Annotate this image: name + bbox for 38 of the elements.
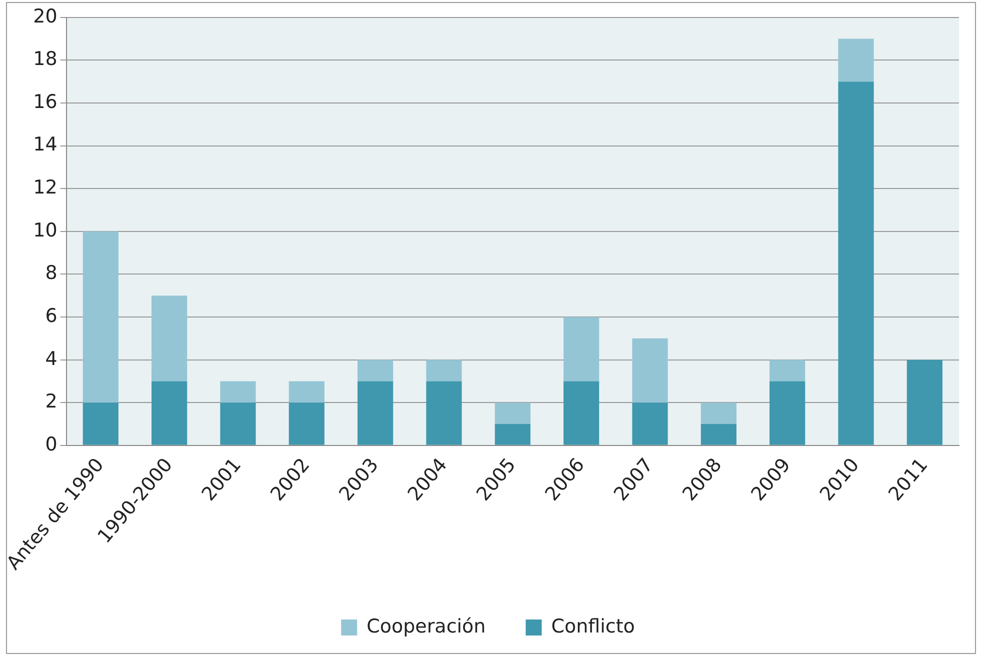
bar bbox=[220, 381, 256, 403]
bar bbox=[906, 360, 942, 445]
y-tick-label: 0 bbox=[45, 433, 58, 456]
legend-label: Conflicto bbox=[551, 615, 635, 638]
bar bbox=[564, 317, 600, 382]
bar bbox=[82, 231, 118, 403]
y-tick-label: 20 bbox=[33, 5, 58, 28]
bar bbox=[288, 381, 324, 403]
bar bbox=[700, 424, 736, 445]
bar bbox=[220, 402, 256, 445]
bar bbox=[494, 424, 530, 445]
bar bbox=[82, 402, 118, 445]
bar bbox=[358, 381, 394, 445]
y-tick-label: 16 bbox=[33, 90, 58, 113]
legend-label: Cooperación bbox=[366, 615, 486, 638]
bar bbox=[632, 338, 668, 403]
y-tick-label: 18 bbox=[33, 48, 58, 70]
y-tick-label: 2 bbox=[45, 390, 58, 413]
bar bbox=[358, 360, 394, 382]
bar bbox=[770, 381, 806, 445]
bar bbox=[152, 381, 188, 445]
y-tick-label: 12 bbox=[33, 176, 58, 199]
y-tick-label: 6 bbox=[45, 304, 58, 327]
y-tick-label: 4 bbox=[45, 348, 58, 370]
bar bbox=[700, 402, 736, 424]
bar bbox=[426, 381, 462, 445]
bar bbox=[288, 402, 324, 445]
y-tick-label: 10 bbox=[33, 219, 58, 242]
bar bbox=[152, 296, 188, 382]
bar bbox=[564, 381, 600, 445]
y-tick-label: 8 bbox=[45, 262, 58, 284]
bar bbox=[632, 402, 668, 445]
y-tick-label: 14 bbox=[33, 134, 58, 156]
bar bbox=[494, 402, 530, 424]
bar bbox=[838, 82, 874, 445]
bar bbox=[770, 360, 806, 382]
bar bbox=[838, 38, 874, 82]
bar bbox=[426, 360, 462, 382]
